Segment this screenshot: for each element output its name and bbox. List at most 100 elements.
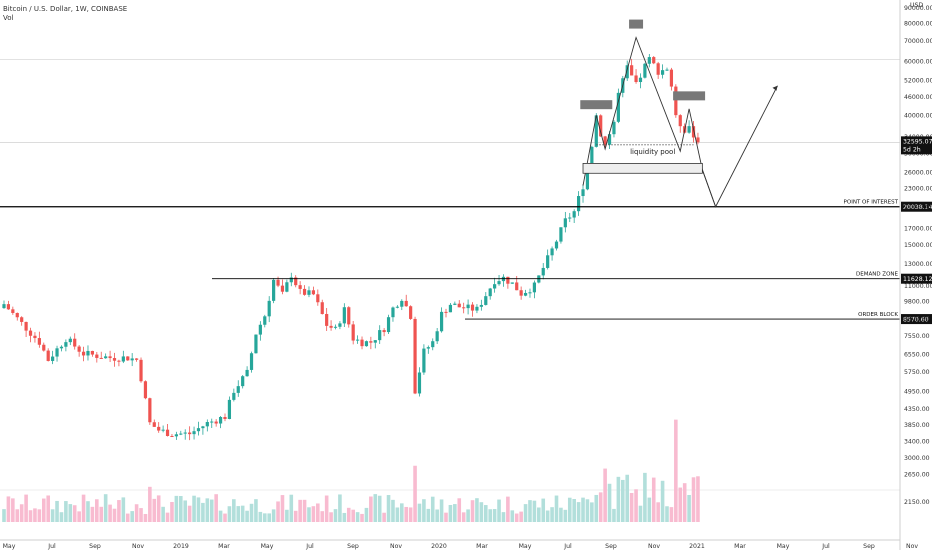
volume-bar (426, 508, 431, 522)
candle-body (236, 386, 240, 393)
candle-body (126, 356, 130, 361)
volume-bar (218, 510, 223, 522)
volume-bar (223, 513, 227, 522)
volume-bar (108, 504, 112, 522)
volume-bar (590, 502, 594, 522)
volume-bar (612, 508, 616, 522)
volume-bar (86, 501, 90, 522)
candle-body (638, 77, 643, 83)
volume-bar (514, 513, 519, 522)
y-tick-label: 7550.00 (904, 333, 930, 340)
candle-body (687, 126, 691, 133)
pattern-line (582, 36, 717, 207)
volume-bar (603, 468, 607, 522)
volume-bar (311, 506, 316, 522)
x-tick-label: Mar (476, 543, 488, 550)
candle-body (218, 417, 223, 424)
candle-body (196, 428, 201, 432)
volume-bar (302, 499, 307, 522)
y-tick-label: 2150.00 (904, 499, 930, 506)
volume-bar (382, 512, 386, 522)
candle-body (214, 421, 218, 424)
volume-bar (430, 496, 435, 522)
volume-bar (134, 504, 139, 522)
candle-body (73, 338, 77, 347)
candle-body (652, 57, 656, 64)
x-tick-label: Nov (132, 543, 144, 550)
candle-body (201, 426, 205, 429)
candle-body (108, 356, 112, 359)
volume-bar (528, 500, 532, 522)
candle-body (594, 115, 598, 147)
candle-body (130, 358, 134, 361)
volume-bar (572, 498, 576, 522)
candle-body (435, 331, 439, 342)
candle-body (42, 344, 46, 351)
candle-body (148, 398, 152, 423)
volume-bar (165, 512, 170, 522)
candle-body (342, 307, 346, 324)
candle-body (280, 285, 285, 292)
volume-bar (293, 510, 298, 522)
volume-bar (665, 506, 669, 522)
candle-body (104, 356, 108, 359)
volume-bar (391, 499, 395, 522)
y-tick-label: 17000.00 (904, 225, 932, 232)
volume-bar (629, 492, 634, 522)
volume-bar (267, 513, 271, 522)
volume-bar (77, 511, 81, 522)
candle-body (139, 359, 143, 382)
candle-body (599, 115, 603, 137)
level-lines: POINT OF INTEREST 20038.14 DEMAND ZONE 1162… (0, 200, 932, 325)
candle-body (143, 381, 148, 399)
volume-bar (227, 506, 232, 522)
candle-body (241, 376, 245, 387)
candle-body (616, 92, 620, 122)
volume-bar (112, 508, 117, 522)
candle-body (519, 290, 523, 296)
volume-bar (41, 498, 46, 522)
candle-body (272, 279, 276, 301)
candle-body (378, 330, 382, 341)
volume-bar (554, 495, 559, 522)
volume-bar (214, 494, 218, 522)
x-tick-label: May (519, 543, 532, 550)
volume-bar (656, 502, 660, 522)
volume-bar (422, 499, 426, 522)
volume-bar (550, 507, 554, 522)
candle-body (347, 307, 351, 325)
candle-body (294, 277, 298, 286)
y-tick-label: 3000.00 (904, 455, 930, 462)
level-price-value: 11628.12 (903, 276, 932, 283)
volume-bar (161, 506, 165, 522)
x-tick-label: 2019 (173, 543, 189, 550)
y-tick-label: 5750.00 (904, 369, 930, 376)
candle-body (395, 306, 399, 308)
candle-body (691, 126, 696, 138)
candle-body (462, 307, 466, 309)
y-tick-label: 9800.00 (904, 298, 930, 305)
volume-bar (448, 504, 453, 522)
volume-bar (130, 511, 134, 522)
x-tick-label: Jul (305, 543, 314, 550)
volume-bar (373, 494, 378, 522)
candle-body (192, 431, 196, 435)
candle-body (577, 196, 581, 212)
volume-bar (439, 499, 444, 522)
candle-body (320, 302, 324, 314)
candle-body (90, 350, 94, 355)
candle-body (59, 346, 64, 349)
volume-bar (541, 498, 546, 522)
x-tick-label: Mar (218, 543, 230, 550)
candle-body (2, 304, 6, 309)
time-axis: May Jul Sep Nov 2019 Mar May Jul Sep Nov 2020 Mar Ma… (0, 539, 918, 550)
candle-body (161, 429, 165, 431)
candle-body (20, 317, 24, 322)
volume-bar (196, 497, 201, 522)
volume-bar (621, 479, 625, 522)
y-tick-label: 3850.00 (904, 422, 930, 429)
candle-body (674, 86, 678, 116)
symbol-header: Bitcoin / U.S. Dollar, 1W, COINBASE (3, 5, 128, 13)
volume-bar (55, 500, 59, 522)
